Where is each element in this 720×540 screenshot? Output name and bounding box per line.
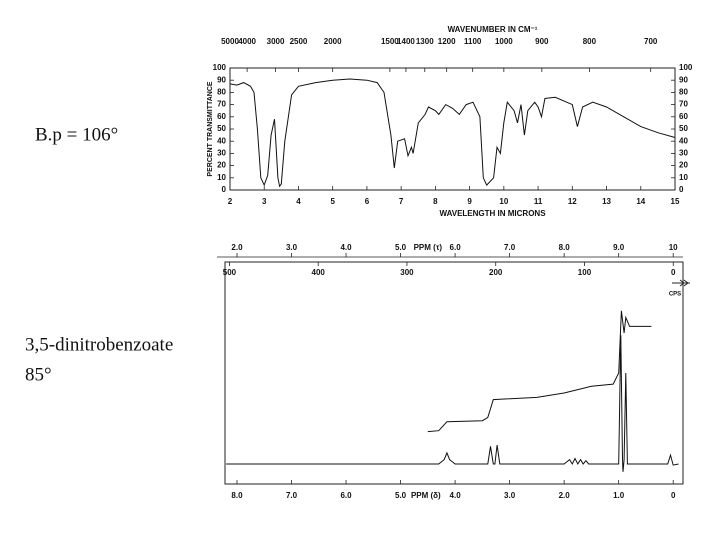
tick-label: 90: [679, 75, 688, 84]
y-axis-title: PERCENT TRANSMITTANCE: [207, 81, 214, 176]
tick-label: 30: [679, 149, 688, 158]
tick-label: 6.0: [450, 243, 462, 252]
tick-label: 80: [217, 88, 226, 97]
tick-label: 300: [400, 268, 414, 277]
tick-label: 700: [644, 37, 658, 46]
tick-label: 1300: [416, 37, 434, 46]
tick-label: 100: [679, 63, 693, 72]
tick-label: 4.0: [340, 243, 352, 252]
derivative-mp: 85°: [25, 364, 52, 385]
top-axis-title: PPM (τ): [414, 243, 443, 252]
tick-label: 12: [568, 197, 577, 206]
tick-label: 3.0: [286, 243, 298, 252]
tick-label: 900: [535, 37, 549, 46]
tick-label: 100: [213, 63, 227, 72]
spectrum-trace: [229, 78, 676, 188]
tick-label: 2000: [324, 37, 342, 46]
tick-label: 20: [217, 161, 226, 170]
tick-label: 70: [217, 100, 226, 109]
tick-label: 1.0: [613, 491, 625, 500]
tick-label: 11: [534, 197, 543, 206]
spectrum-trace: [427, 310, 652, 433]
tick-label: 6.0: [340, 491, 352, 500]
tick-label: 6: [365, 197, 370, 206]
tick-label: 15: [671, 197, 680, 206]
tick-label: 10: [217, 173, 226, 182]
tick-label: 50: [679, 124, 688, 133]
tick-label: 3000: [267, 37, 285, 46]
plot-frame: [224, 261, 684, 485]
tick-label: 13: [602, 197, 611, 206]
tick-label: 70: [679, 100, 688, 109]
tick-label: 1200: [438, 37, 456, 46]
plot-frame: [229, 67, 676, 191]
tick-label: 2: [228, 197, 233, 206]
cps-arrow: [672, 279, 690, 287]
spectrum-trace: [226, 335, 679, 472]
x-axis-title: PPM (δ): [411, 491, 441, 500]
tick-label: 4.0: [450, 491, 462, 500]
tick-label: 10: [499, 197, 508, 206]
tick-label: 10: [679, 173, 688, 182]
tick-label: 90: [217, 75, 226, 84]
tick-label: 8: [433, 197, 438, 206]
tick-label: 1500: [381, 37, 399, 46]
tick-label: 5.0: [395, 243, 407, 252]
tick-label: 8.0: [559, 243, 571, 252]
tick-label: 4000: [238, 37, 256, 46]
tick-label: 2.0: [231, 243, 243, 252]
tick-label: 0: [671, 491, 676, 500]
tick-label: 2.0: [559, 491, 571, 500]
x-axis-title: WAVELENGTH IN MICRONS: [439, 209, 546, 218]
tick-label: 30: [217, 149, 226, 158]
tick-label: 9.0: [613, 243, 625, 252]
tick-label: 1100: [464, 37, 482, 46]
tick-label: 10: [669, 243, 678, 252]
tick-label: 2500: [290, 37, 308, 46]
tick-label: 60: [679, 112, 688, 121]
tick-label: 7.0: [504, 243, 516, 252]
tick-label: 9: [467, 197, 472, 206]
tick-label: 80: [679, 88, 688, 97]
tick-label: 20: [679, 161, 688, 170]
tick-label: 5: [330, 197, 335, 206]
tick-label: 7: [399, 197, 404, 206]
tick-label: 400: [312, 268, 326, 277]
tick-label: 50: [217, 124, 226, 133]
tick-label: 0: [671, 268, 676, 277]
tick-label: 1000: [495, 37, 513, 46]
tick-label: 200: [489, 268, 503, 277]
tick-label: 5000: [221, 37, 239, 46]
tick-label: 4: [296, 197, 301, 206]
tick-label: 40: [679, 136, 688, 145]
cps-label: CPS: [669, 292, 681, 298]
tick-label: 0: [222, 185, 227, 194]
tick-label: 7.0: [286, 491, 298, 500]
tick-label: 8.0: [231, 491, 243, 500]
top-axis-title: WAVENUMBER IN CM⁻¹: [448, 25, 538, 34]
tick-label: 14: [636, 197, 645, 206]
derivative-name: 3,5-dinitrobenzoate: [25, 334, 173, 355]
tick-label: 1400: [397, 37, 415, 46]
tick-label: 100: [578, 268, 592, 277]
boiling-point: B.p = 106°: [35, 124, 118, 145]
tick-label: 0: [679, 185, 684, 194]
tick-label: 3.0: [504, 491, 516, 500]
tick-label: 5.0: [395, 491, 407, 500]
tick-label: 500: [223, 268, 237, 277]
tick-label: 40: [217, 136, 226, 145]
tick-label: 60: [217, 112, 226, 121]
tick-label: 800: [583, 37, 597, 46]
tick-label: 3: [262, 197, 267, 206]
